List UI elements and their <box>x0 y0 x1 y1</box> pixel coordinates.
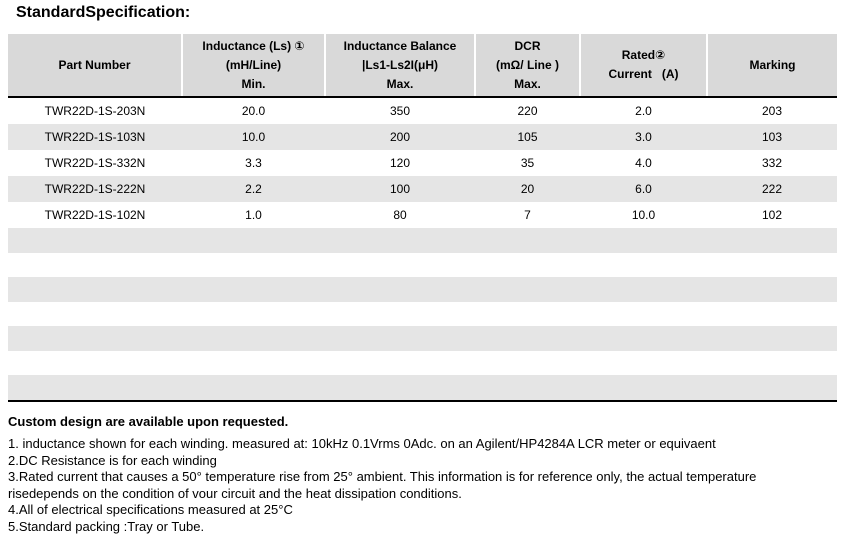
dcr-cell: 7 <box>524 208 531 222</box>
page-title: StandardSpecification: <box>16 4 191 21</box>
table-row: TWR22D-1S-222N 2.2 100 20 6.0 222 <box>8 176 837 202</box>
balance-cell: 80 <box>393 208 407 222</box>
empty-row <box>8 351 837 376</box>
col-header-inductance-balance: Inductance Balance |Ls1-Ls2I(μH) Max. <box>325 34 476 98</box>
marking-cell: 102 <box>761 208 783 222</box>
empty-row <box>8 375 837 402</box>
empty-row-cell <box>8 302 837 327</box>
empty-row-cell <box>8 277 837 302</box>
empty-row-cell <box>8 375 837 402</box>
table-body: TWR22D-1S-203N 20.0 350 220 2.0 203 TWR2… <box>8 97 837 402</box>
dcr-cell: 105 <box>475 124 580 150</box>
col-header-rated-current: Rated② Current (A) <box>580 34 708 98</box>
marking-cell: 332 <box>761 156 783 170</box>
col-header-marking: Marking <box>707 34 837 98</box>
note-line-1: 1. inductance shown for each winding. me… <box>8 436 716 451</box>
empty-row <box>8 253 837 278</box>
marking-cell: 222 <box>707 176 837 202</box>
notes-heading: Custom design are available upon request… <box>8 413 289 429</box>
inductance-cell: 3.3 <box>245 156 262 170</box>
part-number-cell: TWR22D-1S-102N <box>44 208 146 222</box>
current-cell: 10.0 <box>631 208 656 222</box>
notes-section: Custom design are available upon request… <box>8 414 848 536</box>
inductance-cell: 1.0 <box>245 208 262 222</box>
header-row: Part Number Inductance (Ls) ① (mH/Line) … <box>8 34 837 98</box>
note-line-2: 2.DC Resistance is for each winding <box>8 452 217 468</box>
note-line-5: 5.Standard packing :Tray or Tube. <box>8 518 205 534</box>
inductance-cell: 2.2 <box>182 176 325 202</box>
balance-cell: 200 <box>325 124 475 150</box>
part-number-cell: TWR22D-1S-103N <box>8 124 182 150</box>
marking-cell: 203 <box>761 104 783 118</box>
note-line-4: 4.All of electrical specifications measu… <box>8 502 293 517</box>
empty-row-cell <box>8 253 837 278</box>
dcr-cell: 220 <box>517 104 538 118</box>
empty-row <box>8 302 837 327</box>
dcr-cell: 20 <box>475 176 580 202</box>
balance-cell: 120 <box>389 156 411 170</box>
empty-row-cell <box>8 228 837 253</box>
inductance-cell: 10.0 <box>182 124 325 150</box>
current-cell: 6.0 <box>580 176 707 202</box>
balance-cell: 350 <box>389 104 411 118</box>
current-cell: 4.0 <box>635 156 652 170</box>
part-number-cell: TWR22D-1S-203N <box>44 104 146 118</box>
empty-row-cell <box>8 351 837 376</box>
inductance-cell: 20.0 <box>241 104 266 118</box>
spec-table: Part Number Inductance (Ls) ① (mH/Line) … <box>8 34 837 402</box>
empty-row <box>8 277 837 302</box>
dcr-cell: 35 <box>520 156 535 170</box>
part-number-cell: TWR22D-1S-222N <box>8 176 182 202</box>
note-line-3: 3.Rated current that causes a 50° temper… <box>8 469 757 484</box>
col-header-dcr: DCR (mΩ/ Line ) Max. <box>475 34 581 98</box>
empty-row <box>8 228 837 253</box>
col-header-inductance: Inductance (Ls) ① (mH/Line) Min. <box>182 34 326 98</box>
balance-cell: 100 <box>325 176 475 202</box>
table-row: TWR22D-1S-203N 20.0 350 220 2.0 203 <box>8 97 837 124</box>
current-cell: 2.0 <box>635 104 652 118</box>
table-row: TWR22D-1S-332N 3.3 120 35 4.0 332 <box>8 150 837 176</box>
col-header-part-number: Part Number <box>8 34 183 98</box>
part-number-cell: TWR22D-1S-332N <box>44 156 146 170</box>
note-line-3-continued: risedepends on the condition of vour cir… <box>8 485 462 501</box>
marking-cell: 103 <box>707 124 837 150</box>
table-row: TWR22D-1S-102N 1.0 80 7 10.0 102 <box>8 202 837 228</box>
table-header: Part Number Inductance (Ls) ① (mH/Line) … <box>8 34 837 98</box>
empty-row <box>8 326 837 351</box>
empty-row-cell <box>8 326 837 351</box>
table-row: TWR22D-1S-103N 10.0 200 105 3.0 103 <box>8 124 837 150</box>
current-cell: 3.0 <box>580 124 707 150</box>
